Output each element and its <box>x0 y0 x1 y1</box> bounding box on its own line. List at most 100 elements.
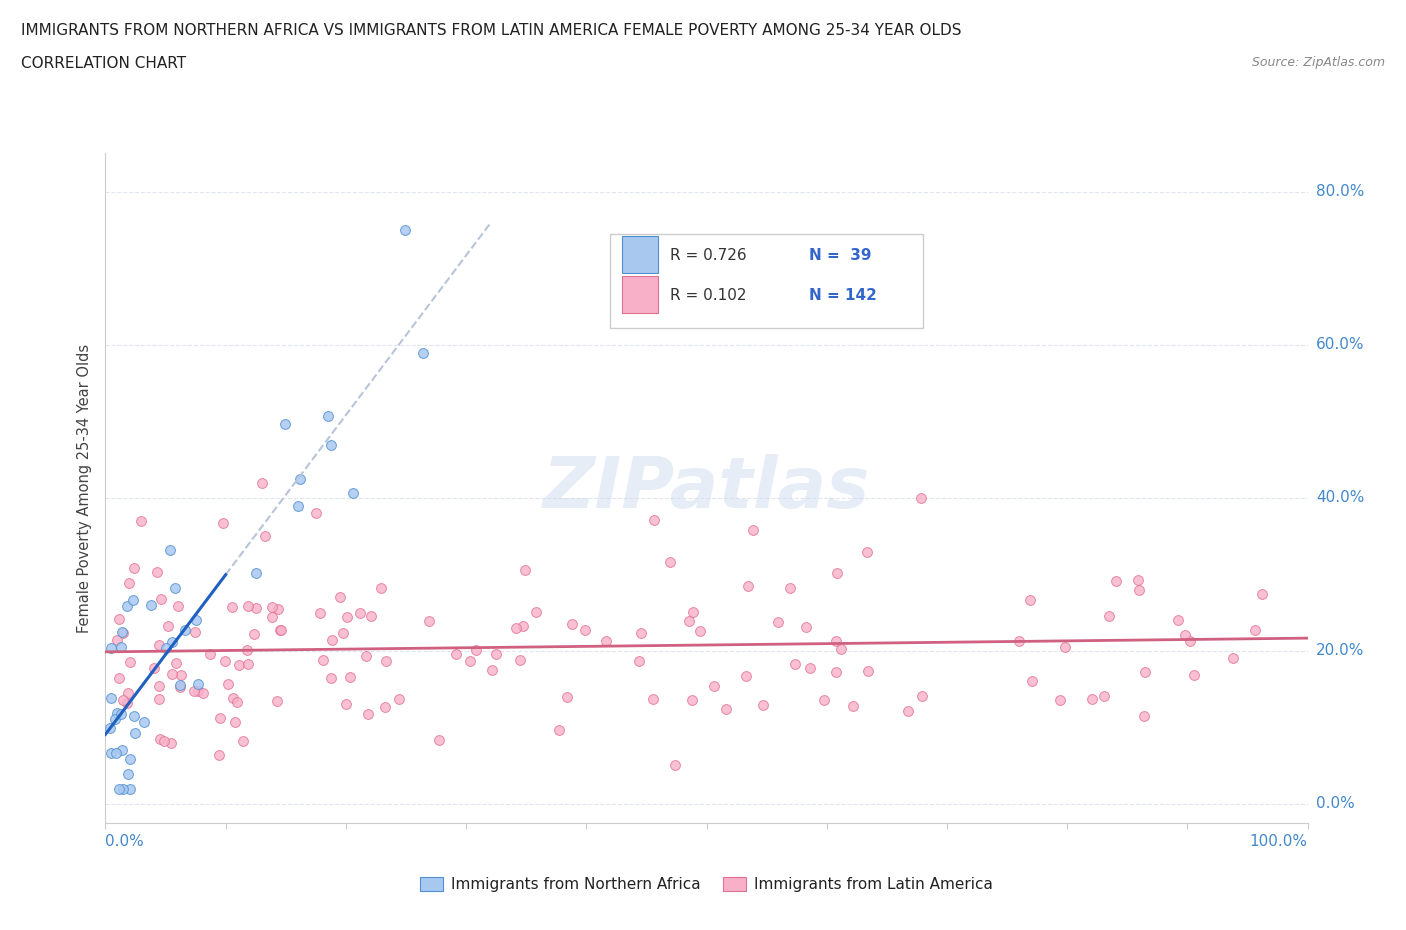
Point <box>813 693 835 708</box>
Point <box>689 624 711 639</box>
Point <box>682 604 704 619</box>
Point <box>253 528 276 543</box>
Point <box>741 523 763 538</box>
Point <box>752 698 775 712</box>
Point <box>509 653 531 668</box>
Point <box>374 653 396 668</box>
Point <box>115 599 138 614</box>
Text: 80.0%: 80.0% <box>1316 184 1364 199</box>
Point <box>208 748 231 763</box>
Point <box>305 506 328 521</box>
Point <box>232 734 254 749</box>
Text: 100.0%: 100.0% <box>1250 834 1308 849</box>
Point <box>193 685 215 700</box>
Point <box>117 696 139 711</box>
Point <box>630 626 652 641</box>
Point <box>524 604 547 619</box>
Point <box>319 671 342 685</box>
Point <box>122 592 145 607</box>
Point <box>356 707 378 722</box>
Point <box>236 643 259 658</box>
Point <box>243 627 266 642</box>
Point <box>118 576 141 591</box>
Point <box>681 693 703 708</box>
Point <box>766 615 789 630</box>
Point <box>159 543 181 558</box>
Point <box>897 704 920 719</box>
Point <box>825 665 848 680</box>
Point <box>183 624 205 639</box>
Point <box>221 599 243 614</box>
Point <box>678 614 700 629</box>
Point <box>112 626 135 641</box>
Point <box>111 693 134 708</box>
Point <box>139 598 162 613</box>
Point <box>354 649 377 664</box>
FancyBboxPatch shape <box>623 236 658 272</box>
Point <box>825 633 848 648</box>
Point <box>226 695 249 710</box>
Point <box>309 606 332 621</box>
Point <box>169 678 191 693</box>
Point <box>110 639 132 654</box>
Point <box>250 475 273 490</box>
Point <box>1133 665 1156 680</box>
Point <box>112 781 135 796</box>
Point <box>734 669 756 684</box>
Point <box>336 610 359 625</box>
Point <box>165 581 187 596</box>
Point <box>664 757 686 772</box>
Point <box>148 638 170 653</box>
Point <box>513 563 536 578</box>
Point <box>160 667 183 682</box>
Point <box>169 679 191 694</box>
Point <box>212 516 235 531</box>
Point <box>104 711 127 726</box>
Point <box>349 605 371 620</box>
Text: 40.0%: 40.0% <box>1316 490 1364 505</box>
Point <box>485 647 508 662</box>
Point <box>117 685 139 700</box>
Point <box>737 578 759 593</box>
Point <box>111 624 134 639</box>
Point <box>342 485 364 500</box>
Point <box>153 733 176 748</box>
Point <box>714 702 737 717</box>
Point <box>149 732 172 747</box>
Point <box>170 668 193 683</box>
Point <box>108 671 131 685</box>
Point <box>659 554 682 569</box>
Point <box>370 580 392 595</box>
Point <box>108 611 131 626</box>
Legend: Immigrants from Northern Africa, Immigrants from Latin America: Immigrants from Northern Africa, Immigra… <box>420 877 993 893</box>
Point <box>148 678 170 693</box>
Point <box>288 472 311 486</box>
Point <box>321 437 343 452</box>
Point <box>374 699 396 714</box>
Point <box>269 623 291 638</box>
Point <box>156 618 179 633</box>
Point <box>245 600 267 615</box>
Point <box>1222 651 1244 666</box>
Point <box>214 653 236 668</box>
Point <box>160 635 183 650</box>
Point <box>427 732 450 747</box>
Point <box>799 660 821 675</box>
Point <box>1081 691 1104 706</box>
Text: IMMIGRANTS FROM NORTHERN AFRICA VS IMMIGRANTS FROM LATIN AMERICA FEMALE POVERTY : IMMIGRANTS FROM NORTHERN AFRICA VS IMMIG… <box>21 23 962 38</box>
Text: N = 142: N = 142 <box>808 288 876 303</box>
Point <box>155 641 177 656</box>
Point <box>1128 583 1150 598</box>
Point <box>312 653 335 668</box>
Point <box>134 714 156 729</box>
Point <box>641 691 664 706</box>
Point <box>111 743 134 758</box>
Point <box>165 656 187 671</box>
Point <box>465 643 488 658</box>
Point <box>842 698 865 713</box>
Text: 60.0%: 60.0% <box>1316 338 1364 352</box>
Point <box>412 346 434 361</box>
Point <box>561 617 583 631</box>
Point <box>129 513 152 528</box>
Point <box>273 417 295 432</box>
